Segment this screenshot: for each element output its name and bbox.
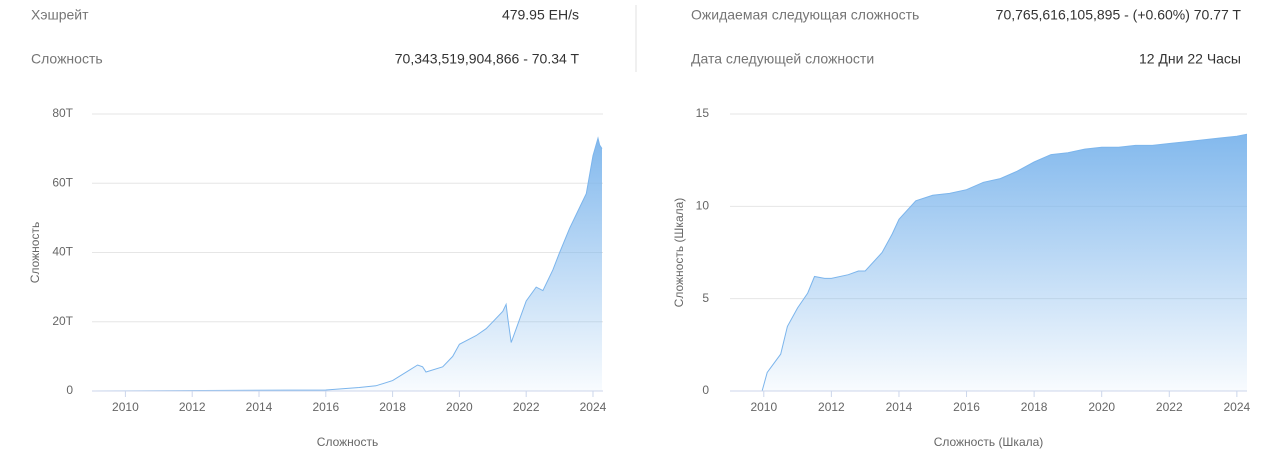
y-tick-label: 40T	[52, 245, 73, 259]
x-tick-label: 2010	[112, 400, 139, 414]
x-tick-label: 2024	[1224, 400, 1251, 414]
stat-value: 479.95 EH/s	[502, 7, 579, 23]
y-tick-label: 5	[702, 291, 709, 305]
stat-label: Ожидаемая следующая сложность	[691, 7, 919, 23]
stat-value: 12 Дни 22 Часы	[1139, 51, 1241, 67]
y-tick-label: 0	[702, 383, 709, 397]
y-tick-label: 0	[66, 383, 73, 397]
x-axis-title: Сложность (Шкала)	[934, 435, 1044, 449]
y-axis-title: Сложность (Шкала)	[672, 198, 686, 308]
x-tick-label: 2014	[246, 400, 273, 414]
stat-value: 70,343,519,904,866 - 70.34 T	[395, 51, 580, 67]
line	[91, 136, 603, 392]
x-tick-label: 2018	[1021, 400, 1048, 414]
x-tick-label: 2022	[513, 400, 540, 414]
y-axis-title: Сложность	[28, 222, 42, 283]
y-tick-label: 10	[696, 199, 710, 213]
stat-value: 70,765,616,105,895 - (+0.60%) 70.77 T	[996, 7, 1242, 23]
x-axis-title: Сложность	[317, 435, 378, 449]
y-tick-label: 15	[696, 106, 710, 120]
x-tick-label: 2024	[580, 400, 607, 414]
y-tick-label: 80T	[52, 106, 73, 120]
area	[730, 134, 1247, 392]
stat-label: Сложность	[31, 51, 103, 67]
x-tick-label: 2020	[446, 400, 473, 414]
x-tick-label: 2020	[1088, 400, 1115, 414]
stat-label: Хэшрейт	[31, 7, 89, 23]
stat-label: Дата следующей сложности	[691, 51, 874, 67]
area	[92, 138, 602, 391]
x-tick-label: 2012	[179, 400, 206, 414]
x-tick-label: 2016	[312, 400, 339, 414]
y-tick-label: 20T	[52, 314, 73, 328]
y-tick-label: 60T	[52, 175, 73, 189]
x-tick-label: 2016	[953, 400, 980, 414]
x-tick-label: 2022	[1156, 400, 1183, 414]
line	[730, 133, 1248, 392]
x-tick-label: 2014	[886, 400, 913, 414]
x-tick-label: 2012	[818, 400, 845, 414]
x-tick-label: 2010	[750, 400, 777, 414]
x-tick-label: 2018	[379, 400, 406, 414]
